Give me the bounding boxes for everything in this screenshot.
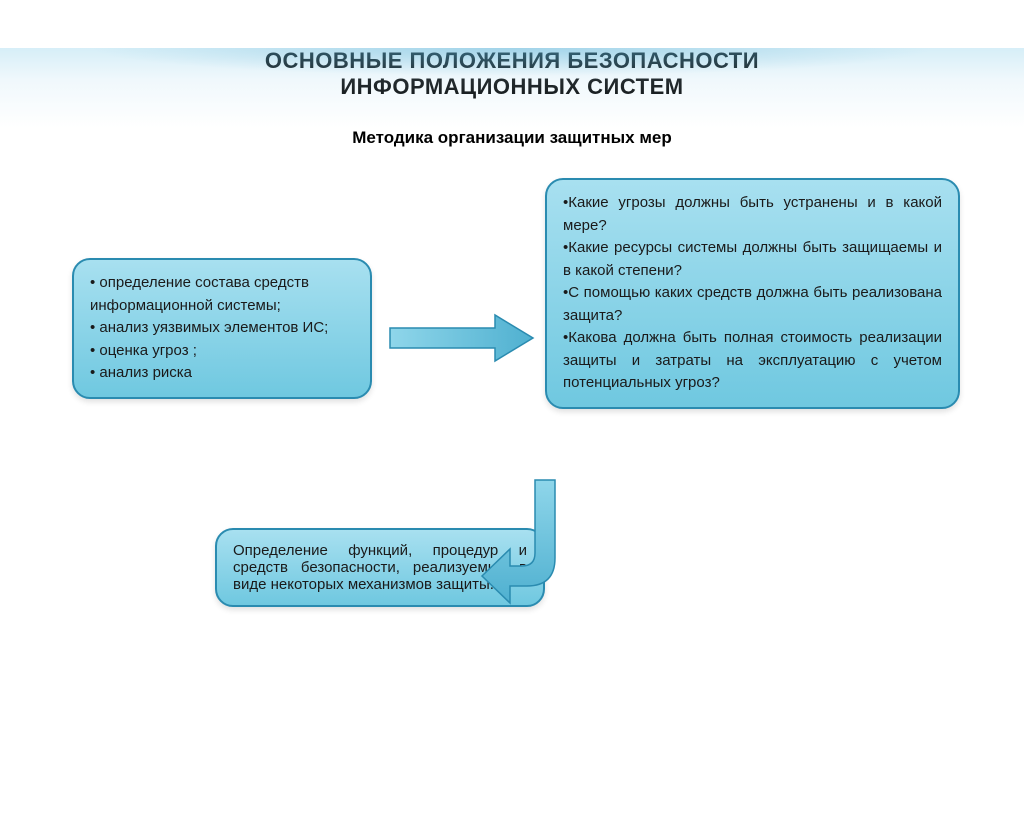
- bullet-item: • оценка угроз ;: [90, 340, 354, 363]
- bullet-item: •Какова должна быть полная стоимость реа…: [563, 327, 942, 395]
- title-line-1: ОСНОВНЫЕ ПОЛОЖЕНИЯ БЕЗОПАСНОСТИ: [265, 48, 759, 73]
- box-questions: •Какие угрозы должны быть устранены и в …: [545, 178, 960, 409]
- title-line-2: ИНФОРМАЦИОННЫХ СИСТЕМ: [340, 74, 683, 99]
- main-title: ОСНОВНЫЕ ПОЛОЖЕНИЯ БЕЗОПАСНОСТИ ИНФОРМАЦ…: [0, 48, 1024, 100]
- bullet-item: • анализ уязвимых элементов ИС;: [90, 317, 354, 340]
- flowchart-container: • определение состава средств информацио…: [0, 158, 1024, 718]
- bullet-item: • анализ риска: [90, 362, 354, 385]
- bullet-item: •С помощью каких средств должна быть реа…: [563, 282, 942, 327]
- subtitle: Методика организации защитных мер: [0, 128, 1024, 148]
- bullet-item: •Какие ресурсы системы должны быть защищ…: [563, 237, 942, 282]
- arrow-down-curved-icon: [480, 478, 560, 618]
- arrow-right-icon: [385, 313, 535, 363]
- bullet-item: • определение состава средств информацио…: [90, 272, 354, 317]
- bullet-item: •Какие угрозы должны быть устранены и в …: [563, 192, 942, 237]
- box-analysis-steps: • определение состава средств информацио…: [72, 258, 372, 399]
